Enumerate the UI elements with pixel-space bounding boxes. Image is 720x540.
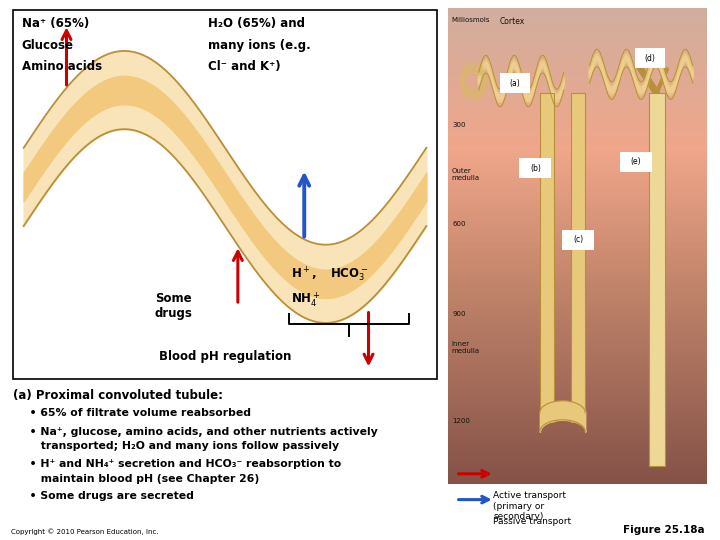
Text: Outer
medulla: Outer medulla (451, 167, 480, 181)
FancyBboxPatch shape (620, 152, 652, 172)
Text: Glucose: Glucose (22, 39, 73, 52)
Text: (c): (c) (573, 235, 583, 245)
Text: Copyright © 2010 Pearson Education, Inc.: Copyright © 2010 Pearson Education, Inc. (11, 528, 158, 535)
Bar (649, 93, 665, 467)
Text: 1200: 1200 (452, 417, 470, 423)
Text: • 65% of filtrate volume reabsorbed: • 65% of filtrate volume reabsorbed (22, 408, 251, 418)
Text: Blood pH regulation: Blood pH regulation (159, 350, 291, 363)
Text: Some
drugs: Some drugs (155, 292, 192, 320)
Text: Passive transport: Passive transport (493, 517, 572, 526)
Text: (a) Proximal convoluted tubule:: (a) Proximal convoluted tubule: (13, 389, 223, 402)
Text: maintain blood pH (see Chapter 26): maintain blood pH (see Chapter 26) (22, 474, 259, 484)
Text: transported; H₂O and many ions follow passively: transported; H₂O and many ions follow pa… (22, 441, 338, 451)
Text: 600: 600 (452, 221, 466, 227)
Text: Inner
medulla: Inner medulla (451, 341, 480, 354)
Text: Na⁺ (65%): Na⁺ (65%) (22, 17, 89, 30)
Text: • Na⁺, glucose, amino acids, and other nutrients actively: • Na⁺, glucose, amino acids, and other n… (22, 427, 377, 437)
Text: H$^+$,: H$^+$, (292, 266, 318, 283)
Text: (e): (e) (631, 157, 642, 166)
Text: Figure 25.18a: Figure 25.18a (623, 524, 704, 535)
Text: Active transport
(primary or
secondary): Active transport (primary or secondary) (493, 491, 566, 521)
Text: (b): (b) (530, 164, 541, 173)
Text: Amino acids: Amino acids (22, 59, 102, 72)
FancyBboxPatch shape (636, 48, 665, 68)
Text: HCO$_3^-$: HCO$_3^-$ (330, 266, 368, 283)
Text: • H⁺ and NH₄⁺ secretion and HCO₃⁻ reabsorption to: • H⁺ and NH₄⁺ secretion and HCO₃⁻ reabso… (22, 459, 341, 469)
Bar (571, 93, 585, 422)
Text: 900: 900 (452, 310, 466, 316)
FancyBboxPatch shape (520, 158, 552, 179)
Bar (540, 93, 554, 422)
FancyBboxPatch shape (13, 10, 437, 379)
Text: • Some drugs are secreted: • Some drugs are secreted (22, 491, 194, 502)
Text: 300: 300 (452, 122, 466, 128)
Text: H₂O (65%) and: H₂O (65%) and (208, 17, 305, 30)
Text: NH$_4^+$: NH$_4^+$ (292, 290, 320, 309)
FancyBboxPatch shape (562, 230, 594, 250)
FancyBboxPatch shape (500, 73, 529, 93)
Text: (d): (d) (644, 54, 656, 63)
Text: many ions (e.g.: many ions (e.g. (208, 39, 310, 52)
Text: (a): (a) (510, 79, 521, 87)
Text: Cortex: Cortex (500, 17, 525, 25)
Text: Milliosmols: Milliosmols (451, 17, 490, 23)
Text: Cl⁻ and K⁺): Cl⁻ and K⁺) (208, 59, 281, 72)
